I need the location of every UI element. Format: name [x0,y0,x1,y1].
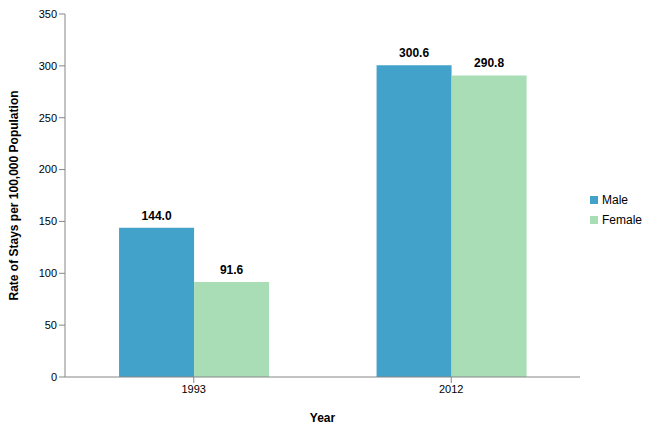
svg-text:250: 250 [39,112,57,124]
svg-text:200: 200 [39,163,57,175]
svg-text:150: 150 [39,215,57,227]
svg-text:144.0: 144.0 [142,209,172,223]
svg-text:2012: 2012 [439,383,463,395]
svg-text:Year: Year [310,411,336,425]
svg-text:0: 0 [51,371,57,383]
html-text:Male: Male [602,193,628,207]
svg-text:50: 50 [45,319,57,331]
svg-text:1993: 1993 [182,383,206,395]
svg-text:91.6: 91.6 [220,263,244,277]
svg-text:290.8: 290.8 [474,56,504,70]
svg-text:350: 350 [39,8,57,20]
html-text:Female: Female [602,213,642,227]
svg-text:Rate of Stays per 100,000 Popu: Rate of Stays per 100,000 Population [8,90,21,300]
svg-text:100: 100 [39,267,57,279]
svg-text:300: 300 [39,60,57,72]
svg-text:300.6: 300.6 [399,46,429,60]
